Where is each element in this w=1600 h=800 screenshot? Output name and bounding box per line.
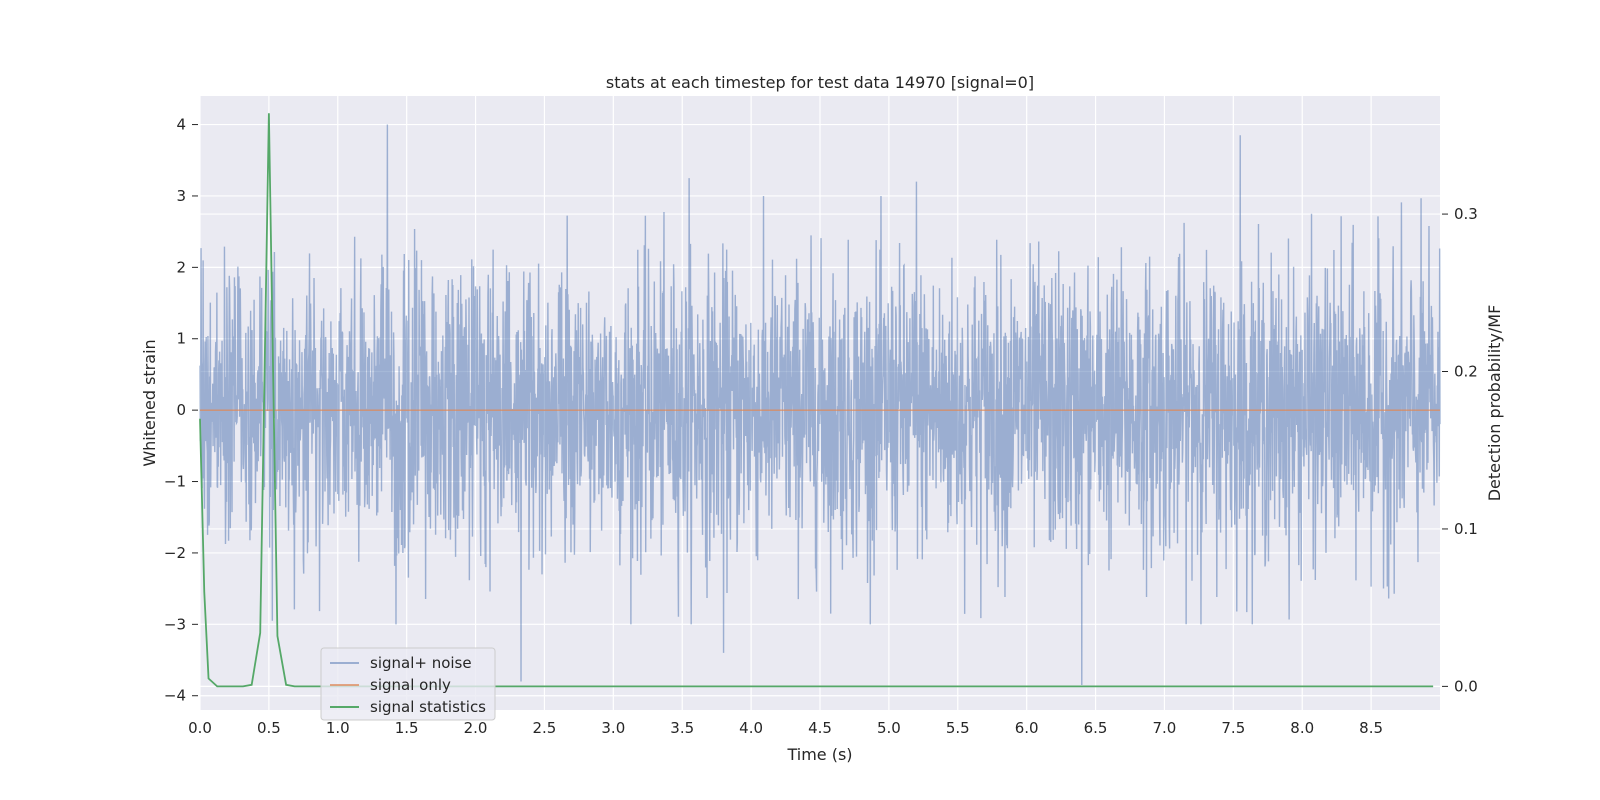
chart-title: stats at each timestep for test data 149…	[606, 73, 1034, 92]
x-tick-label: 2.0	[464, 719, 488, 737]
x-axis-label: Time (s)	[786, 745, 852, 764]
series-layer	[199, 113, 1441, 688]
y2-tick-label: 0.0	[1454, 677, 1478, 695]
y-tick-label: 4	[176, 116, 186, 134]
y-tick-label: −2	[164, 544, 186, 562]
x-tick-label: 1.5	[395, 719, 419, 737]
x-tick-label: 4.5	[808, 719, 832, 737]
legend-label-signal-statistics: signal statistics	[370, 698, 486, 716]
legend-box	[320, 647, 496, 721]
y-tick-label: 0	[176, 401, 186, 419]
series-signal-noise-line	[199, 124, 1441, 686]
y-tick-label: −4	[164, 687, 186, 705]
x-tick-label: 1.0	[326, 719, 350, 737]
y-tick-label: 1	[176, 330, 186, 348]
y-tick-label: 3	[176, 187, 186, 205]
x-tick-label: 4.0	[739, 719, 763, 737]
y-axis-right: 0.3 0.2 0.1 0.0	[1442, 205, 1478, 695]
x-tick-label: 7.5	[1221, 719, 1245, 737]
x-tick-label: 3.5	[670, 719, 694, 737]
x-tick-label: 0.5	[257, 719, 281, 737]
x-tick-label: 8.0	[1290, 719, 1314, 737]
y2-tick-label: 0.1	[1454, 520, 1478, 538]
legend: signal+ noise signal only signal statist…	[320, 647, 496, 721]
y2-axis-label: Detection probability/MF	[1485, 305, 1504, 502]
legend-label-signal-only: signal only	[370, 676, 451, 694]
x-tick-label: 8.5	[1359, 719, 1383, 737]
x-axis: 0.0 0.5 1.0 1.5 2.0 2.5 3.0 3.5 4.0 4.5 5.0 5.5 6.0 6…	[188, 719, 1383, 737]
x-tick-label: 7.0	[1153, 719, 1177, 737]
y-tick-label: −3	[164, 615, 186, 633]
series-signal-statistics-line	[199, 113, 1434, 688]
y-axis-label: Whitened strain	[140, 339, 159, 466]
x-tick-label: 5.5	[946, 719, 970, 737]
x-tick-label: 0.0	[188, 719, 212, 737]
y2-tick-label: 0.3	[1454, 205, 1478, 223]
y-tick-label: 2	[176, 258, 186, 276]
y-axis-left: 4 3 2 1 0 −1 −2 −3 −4	[164, 116, 198, 705]
x-tick-label: 2.5	[533, 719, 557, 737]
x-tick-label: 6.5	[1084, 719, 1108, 737]
x-tick-label: 3.0	[601, 719, 625, 737]
y-tick-label: −1	[164, 473, 186, 491]
x-tick-label: 6.0	[1015, 719, 1039, 737]
legend-label-signal-noise: signal+ noise	[370, 654, 472, 672]
x-tick-label: 5.0	[877, 719, 901, 737]
y2-tick-label: 0.2	[1454, 363, 1478, 381]
